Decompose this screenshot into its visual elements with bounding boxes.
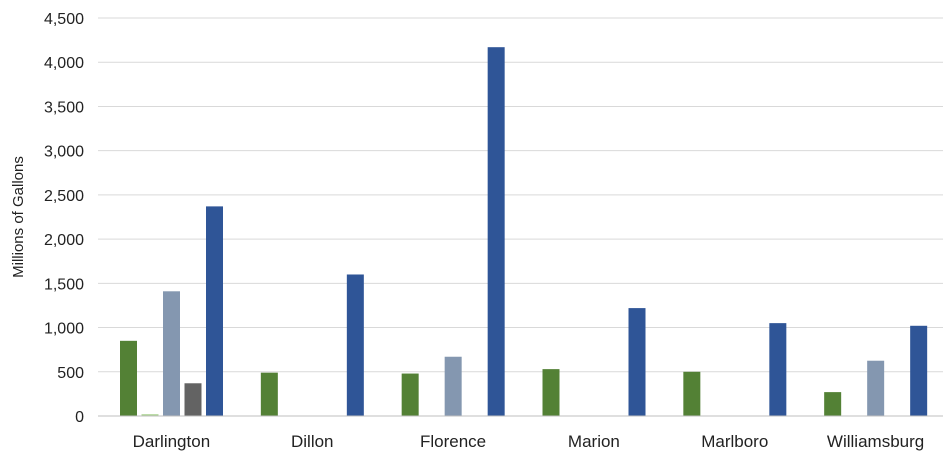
- bar-darlington-5: [206, 206, 223, 416]
- bar-florence-3: [444, 356, 462, 416]
- y-tick-label: 3,500: [44, 99, 84, 116]
- y-tick-label: 2,000: [44, 232, 84, 249]
- y-axis-ticks: 0 500 1,000 1,500 2,000 2,500 3,000 3,500 4,000 4…: [44, 11, 84, 426]
- y-tick-label: 4,500: [44, 11, 84, 28]
- bar-williamsburg-3: [867, 360, 885, 416]
- bar-dillon-1: [260, 372, 278, 416]
- y-axis-title: Millions of Gallons: [10, 156, 27, 278]
- bar-darlington-3: [163, 291, 180, 416]
- bars: [120, 47, 928, 416]
- y-tick-label: 1,500: [44, 276, 84, 293]
- y-tick-label: 500: [57, 365, 84, 382]
- bar-darlington-1: [120, 340, 137, 416]
- bar-dillon-5: [346, 274, 364, 416]
- x-category-label: Florence: [420, 432, 486, 451]
- bar-marion-1: [542, 369, 560, 416]
- bar-marlboro-1: [683, 371, 701, 416]
- bar-florence-1: [401, 373, 419, 416]
- bar-marlboro-5: [769, 323, 787, 416]
- x-category-label: Marlboro: [701, 432, 768, 451]
- x-category-label: Darlington: [133, 432, 211, 451]
- x-category-label: Williamsburg: [827, 432, 924, 451]
- y-tick-label: 3,000: [44, 144, 84, 161]
- bar-williamsburg-5: [910, 325, 928, 416]
- x-category-label: Marion: [568, 432, 620, 451]
- y-tick-label: 1,000: [44, 321, 84, 338]
- bar-darlington-4: [184, 383, 202, 416]
- x-axis-categories: Darlington Dillon Florence Marion Marlboro Wi…: [133, 432, 925, 451]
- y-tick-label: 4,000: [44, 55, 84, 72]
- x-category-label: Dillon: [291, 432, 334, 451]
- bar-darlington-2: [141, 414, 159, 416]
- bar-marion-5: [628, 308, 646, 416]
- y-tick-label: 2,500: [44, 188, 84, 205]
- bar-williamsburg-1: [824, 392, 842, 416]
- y-tick-label: 0: [75, 409, 84, 426]
- bar-florence-5: [487, 47, 505, 416]
- gridlines: [98, 17, 943, 373]
